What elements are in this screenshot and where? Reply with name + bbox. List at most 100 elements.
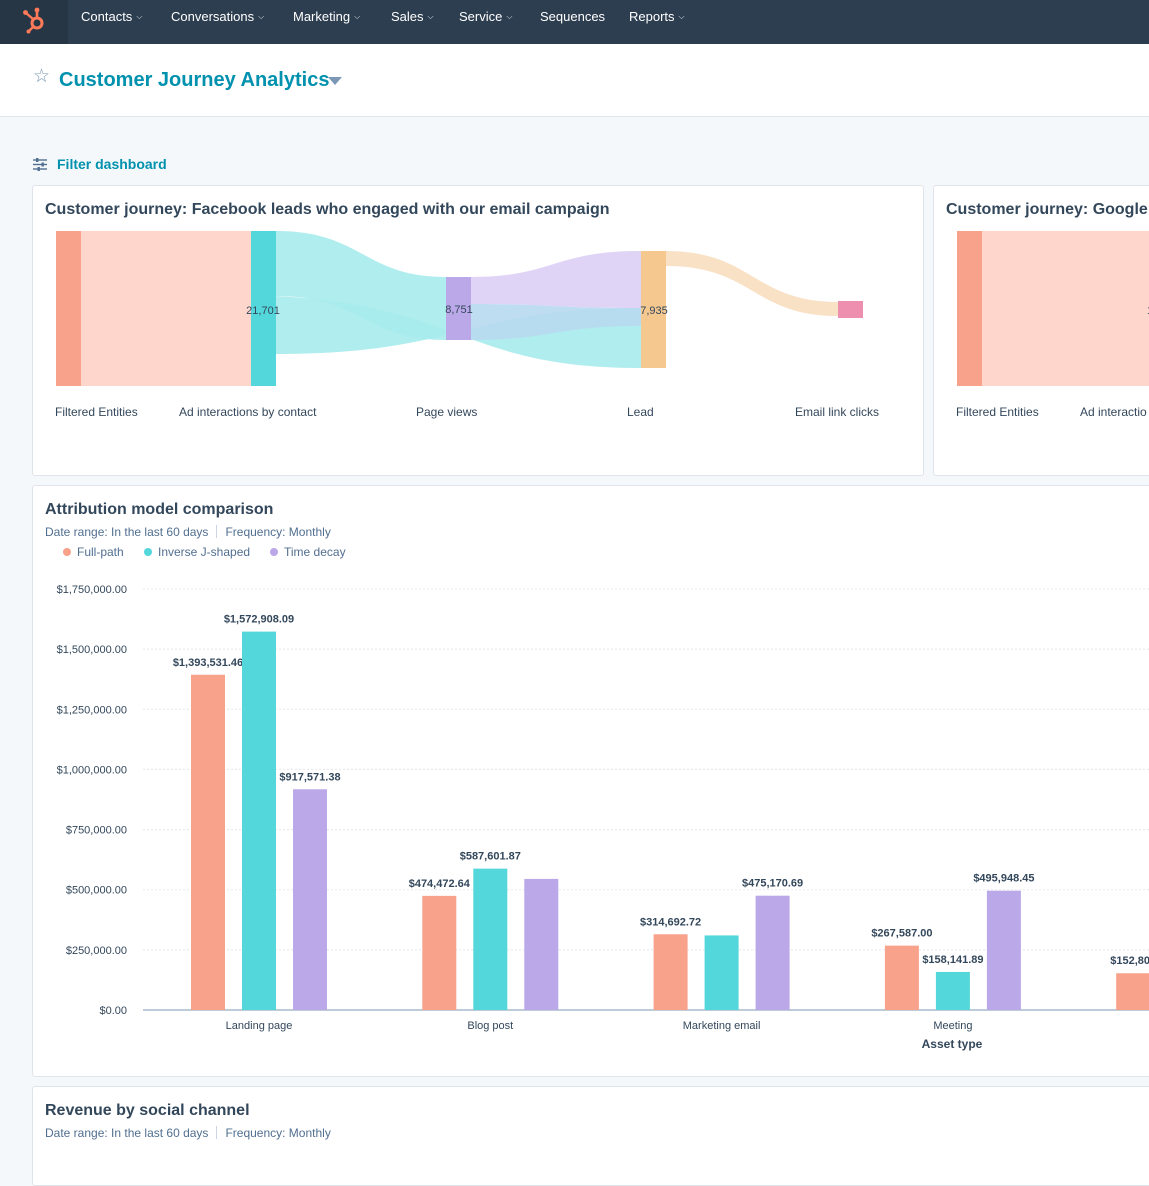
chevron-down-icon: ⌵ bbox=[354, 12, 361, 21]
sankey-chart: 1 bbox=[957, 231, 1149, 386]
bar-value-label: $314,692.72 bbox=[640, 916, 701, 928]
legend-dot bbox=[270, 548, 278, 556]
bar-value-label: $475,170.69 bbox=[742, 878, 803, 890]
x-axis-title: Asset type bbox=[922, 1037, 983, 1051]
stage-label-ad-interactions: Ad interactio bbox=[1080, 405, 1147, 419]
y-tick-label: $250,000.00 bbox=[66, 945, 127, 957]
sankey-node-page-views[interactable] bbox=[446, 277, 471, 340]
legend-label: Full-path bbox=[77, 545, 124, 559]
dashboard-header: ☆ Customer Journey Analytics bbox=[0, 44, 1149, 117]
star-outline-icon[interactable]: ☆ bbox=[33, 66, 51, 87]
bar-value-label: $152,808 bbox=[1110, 955, 1149, 967]
bar-value-label: $495,948.45 bbox=[973, 873, 1034, 885]
nav-sales[interactable]: Sales ⌵ bbox=[391, 9, 434, 25]
chevron-down-icon: ⌵ bbox=[258, 12, 265, 21]
caret-down-icon[interactable] bbox=[328, 77, 342, 85]
nav-conversations[interactable]: Conversations ⌵ bbox=[171, 9, 264, 25]
legend-inverse-j-shaped[interactable]: Inverse J-shaped bbox=[144, 545, 250, 559]
y-tick-label: $0.00 bbox=[99, 1005, 127, 1017]
sankey-flow-filtered-to-ads bbox=[81, 231, 251, 386]
nav-sequences-label: Sequences bbox=[540, 9, 606, 24]
sankey-chart: 21,701 8,751 7,935 bbox=[56, 231, 863, 386]
attribution-meta: Date range: In the last 60 days Frequency… bbox=[45, 525, 331, 540]
nav-sequences[interactable]: Sequences bbox=[540, 9, 605, 25]
frequency-label: Frequency: Monthly bbox=[225, 525, 331, 539]
legend-full-path[interactable]: Full-path bbox=[63, 545, 124, 559]
bar-time-decay[interactable] bbox=[524, 878, 559, 1010]
legend-time-decay[interactable]: Time decay bbox=[270, 545, 346, 559]
logo-button[interactable] bbox=[0, 0, 68, 44]
bar-full-path[interactable] bbox=[191, 674, 225, 1010]
journey-card-title: Customer journey: Facebook leads who eng… bbox=[45, 201, 610, 218]
journey-card-title: Customer journey: Google l bbox=[946, 201, 1149, 218]
sankey-value-ad-interactions: 21,701 bbox=[246, 305, 280, 317]
bar-inverse-j-shaped[interactable] bbox=[473, 868, 508, 1010]
sliders-icon bbox=[33, 158, 47, 171]
nav-reports[interactable]: Reports ⌵ bbox=[629, 9, 685, 25]
nav-marketing[interactable]: Marketing ⌵ bbox=[293, 9, 360, 25]
sankey-node-filtered-entities[interactable] bbox=[56, 231, 81, 386]
sankey-flow-ads-to-pageviews bbox=[276, 231, 446, 340]
x-category-label: Meeting bbox=[933, 1020, 972, 1032]
chevron-down-icon: ⌵ bbox=[678, 12, 685, 21]
x-category-label: Marketing email bbox=[683, 1020, 761, 1032]
y-tick-label: $1,500,000.00 bbox=[57, 644, 127, 656]
legend-label: Inverse J-shaped bbox=[158, 545, 251, 559]
journey-card-google[interactable]: Customer journey: Google l 1 Filtered En… bbox=[933, 185, 1149, 476]
bar-inverse-j-shaped[interactable] bbox=[704, 935, 739, 1010]
chevron-down-icon: ⌵ bbox=[427, 12, 434, 21]
sankey-node-lead[interactable] bbox=[641, 251, 666, 368]
attribution-card[interactable]: Attribution model comparison Date range:… bbox=[32, 485, 1149, 1077]
nav-sales-label: Sales bbox=[391, 9, 424, 24]
bar-inverse-j-shaped[interactable] bbox=[242, 631, 276, 1010]
sankey-node-filtered-entities[interactable] bbox=[957, 231, 982, 386]
bar-value-label: $587,601.87 bbox=[460, 851, 521, 863]
bar-value-label: $267,587.00 bbox=[871, 928, 932, 940]
bar-value-label: $1,572,908.09 bbox=[224, 614, 294, 626]
y-tick-label: $1,750,000.00 bbox=[57, 584, 127, 596]
bar-time-decay[interactable] bbox=[293, 789, 327, 1010]
nav-service[interactable]: Service ⌵ bbox=[459, 9, 512, 25]
sankey-value-page-views: 8,751 bbox=[445, 304, 473, 316]
sankey-flow-pageviews-to-lead-2 bbox=[471, 304, 641, 340]
y-tick-label: $1,250,000.00 bbox=[57, 704, 127, 716]
sankey-flow-pageviews-to-lead bbox=[471, 251, 641, 308]
top-navigation-bar: Contacts ⌵ Conversations ⌵ Marketing ⌵ Sale… bbox=[0, 0, 1149, 44]
y-tick-label: $1,000,000.00 bbox=[57, 764, 127, 776]
chevron-down-icon: ⌵ bbox=[136, 12, 143, 21]
bar-value-label: $1,393,531.46 bbox=[173, 657, 243, 669]
meta-separator bbox=[216, 525, 218, 538]
bar-full-path[interactable] bbox=[422, 895, 457, 1010]
date-range-label: Date range: In the last 60 days bbox=[45, 1126, 209, 1140]
nav-contacts[interactable]: Contacts ⌵ bbox=[81, 9, 142, 25]
journey-card-facebook[interactable]: Customer journey: Facebook leads who eng… bbox=[32, 185, 924, 476]
y-tick-label: $750,000.00 bbox=[66, 825, 127, 837]
bar-full-path[interactable] bbox=[884, 945, 919, 1010]
sankey-node-email-link-clicks[interactable] bbox=[838, 301, 863, 318]
revenue-title: Revenue by social channel bbox=[45, 1102, 250, 1119]
nav-service-label: Service bbox=[459, 9, 503, 24]
bar-inverse-j-shaped[interactable] bbox=[935, 971, 970, 1010]
bar-time-decay[interactable] bbox=[755, 895, 790, 1010]
y-tick-label: $500,000.00 bbox=[66, 885, 127, 897]
legend-label: Time decay bbox=[284, 545, 346, 559]
bar-value-label: $158,141.89 bbox=[922, 954, 983, 966]
legend-dot bbox=[63, 548, 71, 556]
bar-full-path[interactable] bbox=[1116, 973, 1149, 1010]
sankey-flow-lead-to-clicks bbox=[666, 251, 838, 316]
nav-conversations-label: Conversations bbox=[171, 9, 255, 24]
bar-full-path[interactable] bbox=[653, 934, 688, 1010]
stage-label-lead: Lead bbox=[627, 405, 654, 419]
stage-label-ad-interactions: Ad interactions by contact bbox=[179, 405, 317, 419]
x-category-label: Landing page bbox=[226, 1020, 293, 1032]
date-range-label: Date range: In the last 60 days bbox=[45, 525, 209, 539]
stage-label-filtered-entities: Filtered Entities bbox=[956, 405, 1039, 419]
chevron-down-icon: ⌵ bbox=[506, 12, 513, 21]
attribution-bar-chart: $0.00 $250,000.00 $500,000.00 $750,000.00 $1… bbox=[57, 584, 1149, 1051]
hubspot-sprocket-icon bbox=[23, 7, 44, 34]
bar-time-decay[interactable] bbox=[986, 890, 1021, 1010]
stage-label-page-views: Page views bbox=[416, 405, 478, 419]
sankey-node-ad-interactions[interactable] bbox=[251, 231, 276, 386]
revenue-card[interactable]: Revenue by social channel Date range: In… bbox=[32, 1086, 1149, 1186]
nav-reports-label: Reports bbox=[629, 9, 675, 24]
